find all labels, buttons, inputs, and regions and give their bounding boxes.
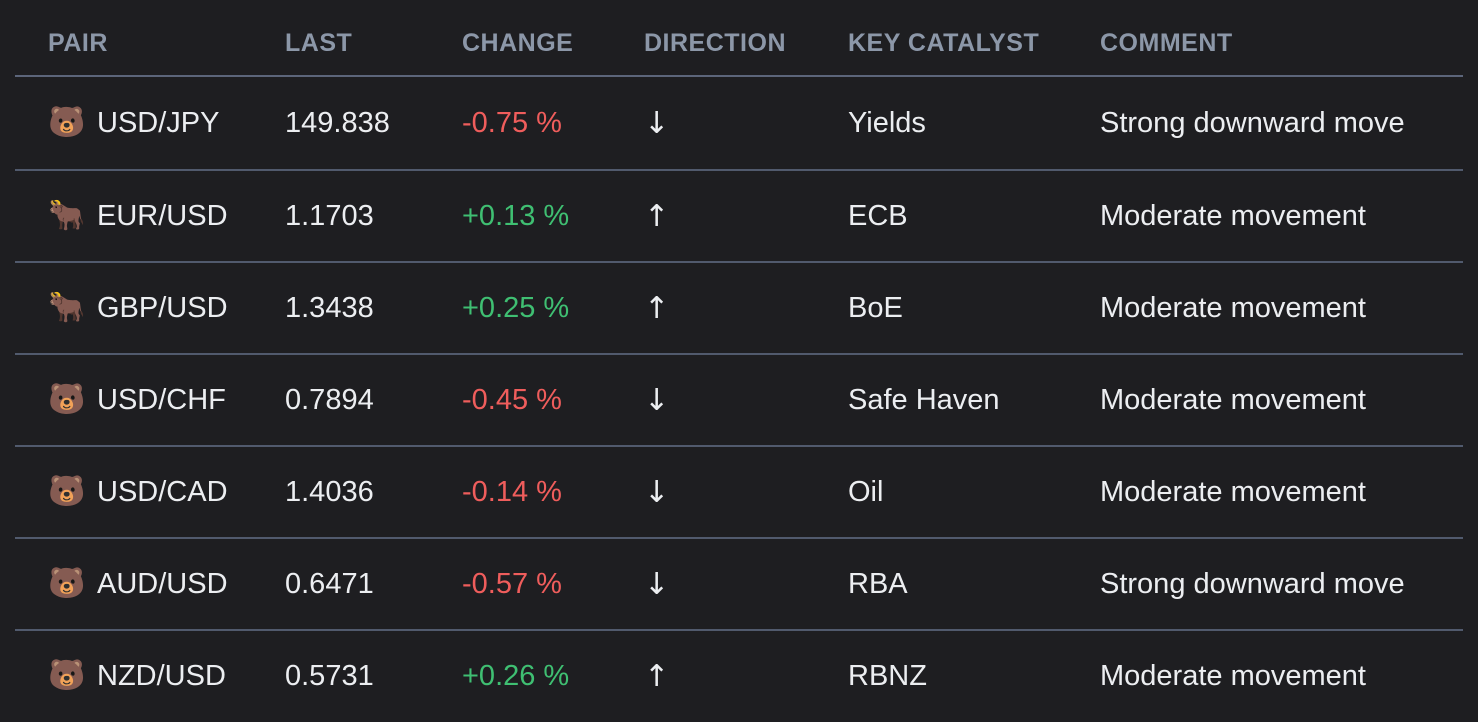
change-percent: +0.13 % [462,199,570,232]
change-percent: +0.25 % [462,291,570,324]
comment-text: Moderate movement [1100,475,1366,508]
direction-arrow-icon: ↓ [644,382,670,418]
last-price: 0.7894 [285,383,374,416]
direction-arrow-icon: ↑ [644,198,670,234]
comment-text: Moderate movement [1100,659,1366,692]
pair-label: USD/CAD [97,475,228,508]
table-row: 🐻 AUD/USD 0.6471 -0.57 % ↓ RBA Strong do… [15,537,1463,629]
pair-cell: 🐻 USD/JPY [48,107,285,140]
key-catalyst: ECB [848,199,908,232]
bear-icon: 🐻 [48,383,86,416]
bear-icon: 🐻 [48,106,86,139]
bear-icon: 🐻 [48,659,86,692]
pair-label: AUD/USD [97,567,228,600]
change-percent: -0.14 % [462,475,562,508]
last-price: 0.6471 [285,567,374,600]
bull-icon: 🐂 [48,199,86,232]
key-catalyst: RBNZ [848,659,927,692]
column-header-change: CHANGE [462,29,574,57]
comment-text: Strong downward move [1100,567,1405,600]
last-price: 1.1703 [285,199,374,232]
column-header-last: LAST [285,29,353,57]
key-catalyst: Safe Haven [848,383,1000,416]
table-row: 🐻 USD/CAD 1.4036 -0.14 % ↓ Oil Moderate … [15,445,1463,537]
table-row: 🐂 EUR/USD 1.1703 +0.13 % ↑ ECB Moderate … [15,169,1463,261]
direction-arrow-icon: ↑ [644,658,670,694]
key-catalyst: Yields [848,106,926,139]
pair-cell: 🐻 NZD/USD [48,660,285,693]
comment-text: Moderate movement [1100,291,1366,324]
table-row: 🐻 USD/CHF 0.7894 -0.45 % ↓ Safe Haven Mo… [15,353,1463,445]
key-catalyst: Oil [848,475,884,508]
last-price: 149.838 [285,106,390,139]
bull-icon: 🐂 [48,291,86,324]
column-header-pair: PAIR [48,29,108,57]
key-catalyst: RBA [848,567,908,600]
bear-icon: 🐻 [48,567,86,600]
direction-arrow-icon: ↓ [644,474,670,510]
pair-label: USD/JPY [97,106,220,139]
change-percent: +0.26 % [462,659,570,692]
pair-label: USD/CHF [97,383,226,416]
last-price: 1.4036 [285,475,374,508]
change-percent: -0.45 % [462,383,562,416]
direction-arrow-icon: ↑ [644,290,670,326]
table-row: 🐻 NZD/USD 0.5731 +0.26 % ↑ RBNZ Moderate… [15,629,1463,721]
comment-text: Moderate movement [1100,383,1366,416]
last-price: 0.5731 [285,659,374,692]
column-header-catalyst: KEY CATALYST [848,29,1040,57]
table-header: PAIR LAST CHANGE DIRECTION KEY CATALYST … [15,0,1463,77]
table-row: 🐂 GBP/USD 1.3438 +0.25 % ↑ BoE Moderate … [15,261,1463,353]
table-row: 🐻 USD/JPY 149.838 -0.75 % ↓ Yields Stron… [15,77,1463,169]
column-header-comment: COMMENT [1100,29,1233,57]
direction-arrow-icon: ↓ [644,566,670,602]
pair-cell: 🐂 EUR/USD [48,200,285,233]
column-header-direction: DIRECTION [644,29,786,57]
key-catalyst: BoE [848,291,903,324]
pair-label: NZD/USD [97,659,226,692]
comment-text: Strong downward move [1100,106,1405,139]
pair-cell: 🐻 USD/CHF [48,384,285,417]
pair-cell: 🐂 GBP/USD [48,292,285,325]
table-body: 🐻 USD/JPY 149.838 -0.75 % ↓ Yields Stron… [15,77,1463,721]
pair-label: GBP/USD [97,291,228,324]
comment-text: Moderate movement [1100,199,1366,232]
change-percent: -0.57 % [462,567,562,600]
pair-label: EUR/USD [97,199,228,232]
bear-icon: 🐻 [48,475,86,508]
change-percent: -0.75 % [462,106,562,139]
last-price: 1.3438 [285,291,374,324]
pair-cell: 🐻 USD/CAD [48,476,285,509]
direction-arrow-icon: ↓ [644,105,670,141]
pair-cell: 🐻 AUD/USD [48,568,285,601]
